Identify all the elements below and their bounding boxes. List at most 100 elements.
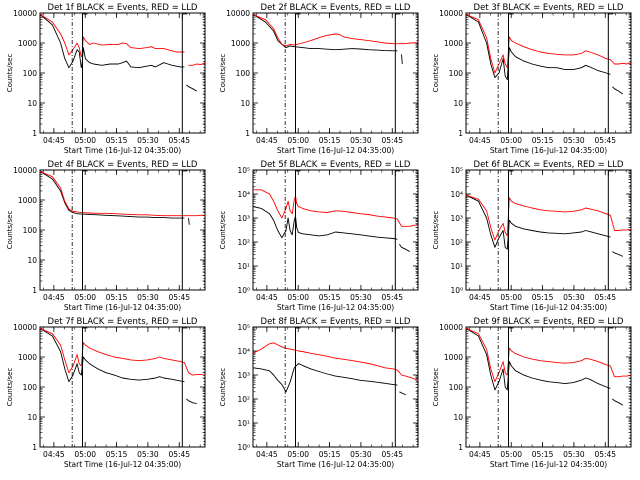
detector-panel-2: Det 2f BLACK = Events, RED = LLD 1 10 100 10… <box>219 3 419 155</box>
x-tick-label: 05:30 <box>350 293 372 302</box>
plot-title: Det 6f BLACK = Events, RED = LLD <box>474 160 624 170</box>
plot-area <box>466 13 631 133</box>
x-axis-label: Start Time (16-Jul-12 04:35:00) <box>64 303 181 312</box>
plot-title: Det 7f BLACK = Events, RED = LLD <box>48 317 198 327</box>
x-tick-label: 05:00 <box>500 293 522 302</box>
plot-title: Det 5f BLACK = Events, RED = LLD <box>261 160 411 170</box>
plot-frame <box>39 169 206 291</box>
marker-bracket <box>181 13 188 19</box>
series-line-lld <box>253 13 418 47</box>
x-tick-label: 05:30 <box>563 136 585 145</box>
y-tick-label: 1 <box>458 443 463 452</box>
y-axis-label: Counts/sec <box>219 368 227 407</box>
plot-area <box>253 170 418 290</box>
y-tick-label: 10² <box>237 395 250 404</box>
x-tick-label: 05:30 <box>350 450 372 459</box>
x-tick-label: 05:15 <box>532 450 554 459</box>
x-tick-label: 04:45 <box>43 293 65 302</box>
x-tick-label: 04:45 <box>469 136 491 145</box>
x-tick-label: 05:00 <box>74 136 96 145</box>
x-tick-label: 05:00 <box>287 293 309 302</box>
marker-bracket <box>394 13 401 19</box>
y-tick-label: 1000 <box>444 353 463 362</box>
plot-area <box>253 327 418 447</box>
plot-area <box>466 170 631 290</box>
x-tick-label: 05:30 <box>563 450 585 459</box>
series-line-lld <box>40 327 205 376</box>
series-line-lld <box>466 13 631 74</box>
y-tick-label: 10¹ <box>450 262 463 271</box>
plot-frame <box>39 12 206 134</box>
y-axis-label: Counts/sec <box>219 54 227 93</box>
y-tick-label: 1 <box>32 129 37 138</box>
plot-title: Det 2f BLACK = Events, RED = LLD <box>261 3 411 13</box>
x-tick-label: 05:15 <box>106 293 128 302</box>
y-tick-label: 10⁰ <box>450 286 463 295</box>
plot-area <box>40 170 205 290</box>
y-axis-label: Counts/sec <box>432 368 440 407</box>
plot-frame <box>465 169 632 291</box>
marker-bracket <box>82 327 88 333</box>
y-tick-label: 10 <box>27 99 37 108</box>
plot-frame <box>39 326 206 448</box>
series-line-events <box>466 328 624 406</box>
y-tick-label: 100 <box>23 69 38 78</box>
marker-bracket <box>394 327 401 333</box>
x-tick-label: 05:00 <box>74 293 96 302</box>
y-tick-label: 1 <box>458 129 463 138</box>
y-tick-label: 1 <box>32 286 37 295</box>
x-axis-label: Start Time (16-Jul-12 04:35:00) <box>64 146 181 155</box>
y-tick-label: 10 <box>240 99 250 108</box>
y-tick-label: 10⁵ <box>237 323 250 332</box>
x-tick-label: 05:15 <box>319 450 341 459</box>
y-tick-label: 1000 <box>18 353 37 362</box>
marker-bracket <box>82 13 88 19</box>
x-tick-label: 05:00 <box>287 450 309 459</box>
y-tick-label: 1000 <box>444 39 463 48</box>
y-axis-label: Counts/sec <box>432 211 440 250</box>
y-tick-label: 10¹ <box>237 419 250 428</box>
plot-area <box>466 327 631 447</box>
marker-bracket <box>508 13 514 19</box>
x-tick-label: 05:00 <box>74 450 96 459</box>
x-tick-label: 05:30 <box>563 293 585 302</box>
y-tick-label: 10² <box>237 238 250 247</box>
x-tick-label: 05:15 <box>319 293 341 302</box>
y-tick-label: 100 <box>23 226 38 235</box>
y-tick-label: 100 <box>449 69 464 78</box>
marker-bracket <box>607 170 614 176</box>
y-tick-label: 10000 <box>13 9 37 18</box>
series-line-lld <box>253 189 418 227</box>
x-tick-label: 05:30 <box>350 136 372 145</box>
y-axis-label: Counts/sec <box>6 54 14 93</box>
detector-panel-8: Det 8f BLACK = Events, RED = LLD 10⁰ 10¹ 10… <box>219 317 419 469</box>
y-axis-label: Counts/sec <box>432 54 440 93</box>
marker-bracket <box>295 170 301 176</box>
y-tick-label: 10000 <box>13 323 37 332</box>
detector-panel-4: Det 4f BLACK = Events, RED = LLD 1 10 100 10… <box>6 160 206 312</box>
y-tick-label: 10000 <box>226 9 250 18</box>
y-tick-label: 10³ <box>237 371 250 380</box>
x-tick-label: 05:15 <box>106 450 128 459</box>
x-tick-label: 04:45 <box>43 136 65 145</box>
x-tick-label: 05:45 <box>168 450 190 459</box>
x-axis-label: Start Time (16-Jul-12 04:35:00) <box>490 460 607 469</box>
plot-title: Det 3f BLACK = Events, RED = LLD <box>474 3 624 13</box>
y-tick-label: 10¹ <box>237 262 250 271</box>
marker-bracket <box>508 170 514 176</box>
x-axis-label: Start Time (16-Jul-12 04:35:00) <box>277 303 394 312</box>
marker-bracket <box>607 13 614 19</box>
x-tick-label: 05:30 <box>137 136 159 145</box>
marker-bracket <box>82 170 88 176</box>
marker-bracket <box>508 327 514 333</box>
detector-panel-6: Det 6f BLACK = Events, RED = LLD 10⁰ 10¹ 10… <box>432 160 632 312</box>
plot-title: Det 9f BLACK = Events, RED = LLD <box>474 317 624 327</box>
x-tick-label: 05:45 <box>168 293 190 302</box>
series-line-events <box>40 328 197 405</box>
x-axis-label: Start Time (16-Jul-12 04:35:00) <box>277 460 394 469</box>
y-tick-label: 10³ <box>450 214 463 223</box>
x-tick-label: 05:30 <box>137 450 159 459</box>
x-tick-label: 04:45 <box>256 293 278 302</box>
x-tick-label: 04:45 <box>43 450 65 459</box>
series-line-events <box>466 194 623 257</box>
